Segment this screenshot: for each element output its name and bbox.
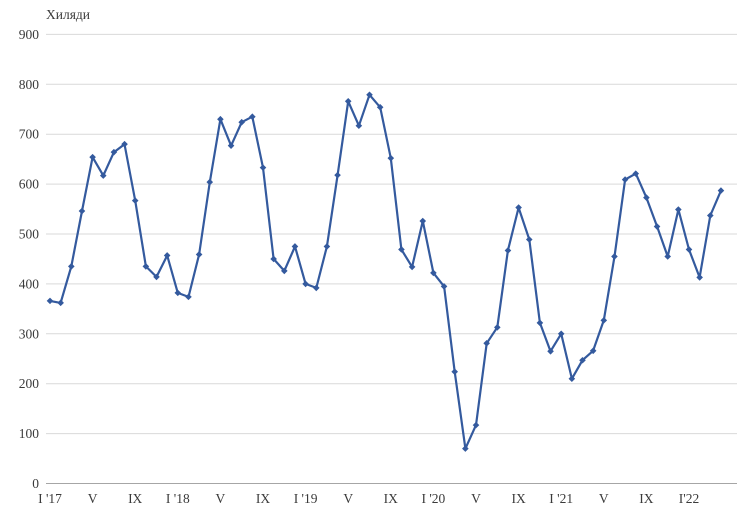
data-point-marker — [504, 247, 512, 254]
x-tick-label: I '18 — [166, 491, 190, 506]
data-point-marker — [462, 445, 469, 452]
data-point-marker — [621, 176, 629, 183]
data-point-marker — [99, 172, 107, 179]
data-point-marker — [110, 148, 118, 156]
data-point-marker — [568, 375, 576, 383]
data-point-marker — [707, 212, 714, 219]
data-point-marker — [589, 347, 597, 355]
data-point-marker — [206, 178, 214, 186]
data-point-marker — [547, 347, 554, 355]
data-point-marker — [494, 324, 501, 331]
x-tick-label: V — [88, 491, 98, 506]
x-tick-label: IX — [384, 491, 398, 506]
data-point-marker — [419, 217, 427, 225]
data-point-marker — [643, 194, 650, 201]
x-tick-label: V — [343, 491, 353, 506]
data-point-marker — [227, 142, 235, 149]
x-tick-label: V — [471, 491, 481, 506]
data-point-marker — [249, 113, 256, 121]
x-tick-label: I'22 — [679, 491, 699, 506]
data-point-marker — [483, 339, 490, 347]
data-point-marker — [238, 118, 245, 126]
data-point-marker — [525, 236, 533, 243]
data-point-marker — [131, 197, 139, 204]
data-point-marker — [366, 91, 373, 99]
y-tick-label: 600 — [19, 177, 40, 192]
data-point-marker — [515, 204, 522, 211]
y-tick-label: 100 — [19, 426, 40, 441]
data-point-marker — [334, 171, 341, 179]
x-tick-label: V — [216, 491, 226, 506]
data-point-marker — [440, 283, 448, 290]
data-point-marker — [185, 293, 192, 301]
x-tick-label: IX — [511, 491, 525, 506]
data-point-marker — [163, 252, 171, 259]
data-point-marker — [472, 421, 480, 429]
x-tick-label: IX — [256, 491, 270, 506]
data-point-marker — [664, 253, 671, 260]
y-tick-label: 900 — [19, 27, 40, 42]
data-point-marker — [685, 246, 693, 253]
data-point-marker — [344, 97, 352, 105]
data-point-marker — [270, 255, 277, 263]
data-point-marker — [536, 319, 544, 327]
data-point-marker — [259, 164, 267, 171]
y-tick-label: 700 — [19, 127, 40, 142]
series-line — [48, 93, 723, 450]
data-point-marker — [142, 263, 150, 270]
data-point-marker — [195, 251, 203, 258]
y-tick-label: 300 — [19, 326, 40, 341]
data-point-marker — [696, 274, 703, 281]
data-point-marker — [323, 243, 331, 250]
data-point-marker — [632, 170, 640, 177]
x-tick-label: I '19 — [294, 491, 318, 506]
data-point-marker — [557, 330, 565, 338]
data-point-marker — [217, 115, 224, 123]
data-point-marker — [579, 356, 586, 364]
data-point-marker — [57, 299, 64, 307]
x-tick-label: IX — [128, 491, 142, 506]
data-point-marker — [89, 153, 96, 161]
data-point-marker — [600, 317, 608, 324]
y-tick-label: 200 — [19, 376, 40, 391]
data-point-marker — [153, 273, 160, 281]
data-point-marker — [398, 246, 405, 253]
data-point-marker — [653, 223, 661, 230]
data-point-marker — [376, 103, 384, 111]
data-point-marker — [121, 140, 128, 148]
data-point-marker — [302, 280, 309, 288]
data-point-marker — [675, 206, 682, 213]
data-point-marker — [291, 243, 299, 250]
x-tick-label: I '21 — [549, 491, 573, 506]
data-point-marker — [46, 297, 54, 305]
x-tick-label: I '20 — [421, 491, 445, 506]
y-tick-label: 800 — [19, 77, 40, 92]
x-tick-label: V — [599, 491, 609, 506]
data-point-marker — [387, 154, 395, 162]
data-point-marker — [78, 207, 86, 215]
chart-title: Хиляди — [46, 7, 91, 22]
data-point-marker — [355, 122, 363, 130]
data-point-marker — [451, 368, 458, 376]
y-tick-label: 0 — [32, 476, 39, 491]
data-point-marker — [430, 269, 437, 277]
data-point-marker — [68, 263, 75, 270]
y-tick-label: 400 — [19, 276, 40, 291]
x-tick-label: IX — [639, 491, 653, 506]
y-tick-label: 500 — [19, 227, 40, 242]
data-point-marker — [408, 263, 416, 271]
data-point-marker — [174, 289, 182, 297]
data-point-marker — [717, 187, 725, 194]
data-point-marker — [611, 253, 618, 260]
data-point-marker — [281, 267, 288, 275]
x-tick-label: I '17 — [38, 491, 62, 506]
data-point-marker — [312, 284, 320, 292]
